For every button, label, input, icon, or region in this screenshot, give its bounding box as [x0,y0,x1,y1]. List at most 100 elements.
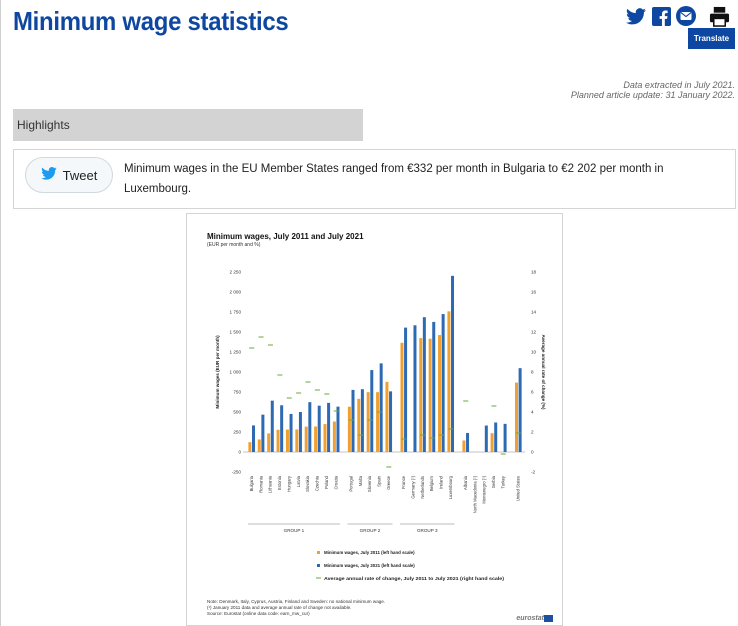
y2-tick-label: 8 [531,370,534,375]
y-tick-label: 1 000 [230,370,242,375]
tweet-button-label: Tweet [62,167,98,183]
bar-2011 [295,429,299,452]
y2-tick-label: 14 [531,310,537,315]
legend-label-2011: Minimum wages, July 2011 (left hand scal… [324,550,415,555]
extraction-date: Data extracted in July 2021. [623,80,735,90]
bar-2011 [285,429,289,452]
bar-2021 [298,412,302,452]
x-tick-label: Czechia [315,475,320,491]
x-tick-label: United States [516,476,521,501]
y2-tick-label: 12 [531,330,537,335]
y-tick-label: 500 [233,410,241,415]
bar-2021 [360,389,364,452]
x-tick-label: Croatia [333,475,338,489]
bar-2021 [503,423,507,452]
chart-source: Source: Eurostat (online data code: earn… [207,611,310,616]
bar-2021 [270,400,274,452]
bar-2011 [248,442,252,452]
bar-2021 [261,414,265,452]
page-title: Minimum wage statistics [13,6,289,36]
chart-subtitle: (EUR per month and %) [207,242,261,248]
bar-2011 [314,426,318,452]
bar-2011 [376,392,380,452]
y2-tick-label: 6 [531,390,534,395]
tweet-button[interactable]: Tweet [25,157,113,193]
bar-2021 [518,368,522,452]
print-icon[interactable] [708,5,730,27]
bar-2021 [484,425,488,452]
bar-2021 [327,402,331,452]
email-icon[interactable] [675,5,697,27]
x-tick-label: Albania [463,475,468,490]
bar-2011 [447,311,451,452]
x-tick-label: France [401,475,406,489]
y-tick-label: 2 250 [230,270,242,275]
translate-button[interactable]: Translate [688,28,735,49]
bar-2011 [400,342,404,452]
chart-figure[interactable]: Minimum wages, July 2011 and July 2021 (… [186,213,563,626]
x-tick-label: Belgium [429,476,434,492]
chart-note: Note: Denmark, Italy, Cyprus, Austria, F… [207,599,386,604]
bar-2021 [370,370,374,452]
bar-2011 [347,406,351,452]
x-tick-label: Serbia [491,475,496,488]
y2-tick-label: 10 [531,350,537,355]
bar-2011 [366,392,370,452]
bar-2021 [317,405,321,452]
legend-label-rate: Average annual rate of change, July 2011… [324,576,505,581]
bar-2021 [251,425,255,452]
x-tick-label: Bulgaria [249,475,254,491]
share-bar [625,5,730,27]
x-tick-label: Portugal [348,476,353,492]
article-meta: Data extracted in July 2021. Planned art… [571,80,735,100]
bar-2011 [332,421,336,452]
bar-2011 [267,433,271,452]
x-tick-label: Luxembourg [448,475,453,499]
chart-title: Minimum wages, July 2011 and July 2021 [207,232,364,241]
bar-2011 [257,439,261,452]
x-tick-label: Slovenia [367,475,372,492]
y2-axis-title: Average annual rate of change (%) [541,334,546,410]
bar-2021 [466,432,470,452]
bar-2011 [462,440,466,452]
y2-tick-label: -2 [531,470,536,475]
highlights-heading: Highlights [13,109,363,141]
legend-swatch-2021 [317,564,320,567]
y2-tick-label: 4 [531,410,534,415]
y-tick-label: 0 [238,450,241,455]
eurostat-logo: eurostat [516,615,544,622]
chart-svg: 2 250 2 000 1 750 1 500 1 250 1 000 750 500 250 0… [215,270,546,581]
bar-2011 [490,433,494,452]
x-tick-label: Lithuania [268,475,273,493]
x-tick-label: Montenegro (¹) [482,475,487,503]
y-tick-label: 1 250 [230,350,242,355]
bar-2021 [494,422,498,452]
chart-note: (¹) January 2011 data and average annual… [207,605,352,610]
bar-2011 [304,426,308,452]
bar-2011 [428,338,432,452]
x-tick-label: Netherlands [420,476,425,499]
bar-2011 [357,398,361,452]
chart-notes: Note: Denmark, Italy, Cyprus, Austria, F… [207,599,385,617]
twitter-icon[interactable] [625,5,647,27]
bar-2021 [404,327,408,452]
x-tick-label: Spain [377,475,382,486]
bar-2021 [351,389,355,452]
bar-2011 [438,335,442,452]
bar-2021 [422,317,426,452]
x-tick-label: Hungary [286,475,291,492]
x-tick-label: Malta [358,475,363,486]
y-axis-title: Minimum wages (EUR per month) [215,335,220,409]
x-tick-label: Estonia [277,475,282,490]
x-tick-label: Turkey [500,475,505,489]
bar-2021 [308,402,312,452]
twitter-bird-icon [40,167,57,183]
x-tick-label: Ireland [439,475,444,488]
group-label: GROUP 2 [360,528,381,533]
facebook-icon[interactable] [650,5,672,27]
highlight-box: Tweet Minimum wages in the EU Member Sta… [13,149,736,209]
bar-2021 [336,406,340,452]
bar-2021 [451,275,455,452]
bar-2021 [441,314,445,452]
